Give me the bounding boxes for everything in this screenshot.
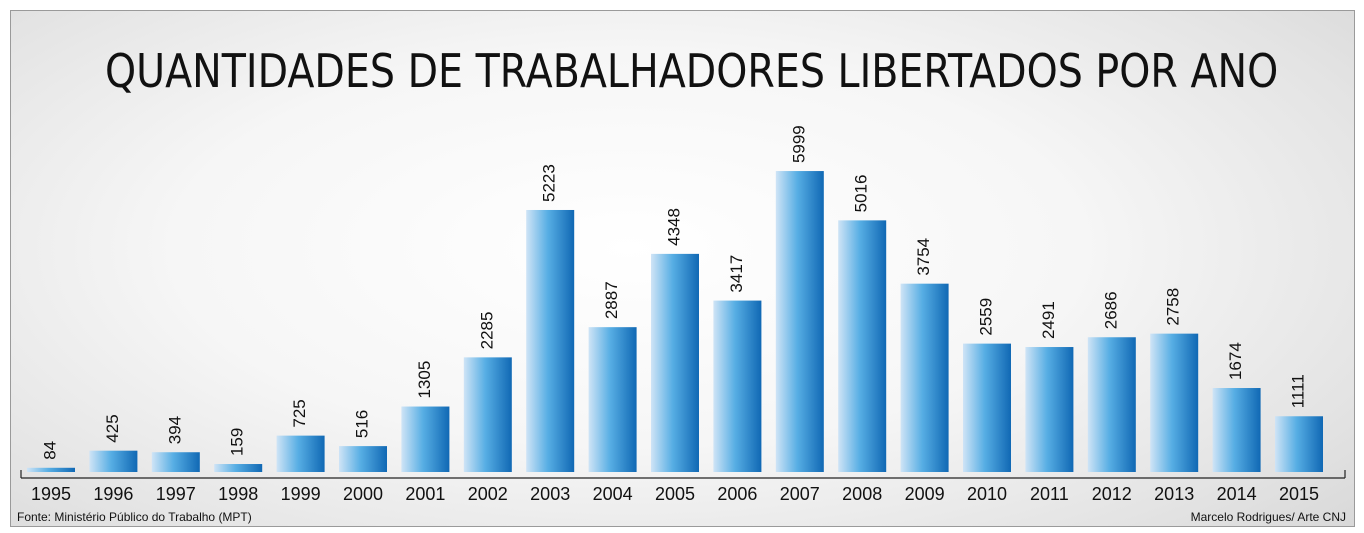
bar-2009 xyxy=(900,283,949,472)
x-tick-label: 2001 xyxy=(405,484,445,504)
bar-2006 xyxy=(713,300,762,472)
bar-1999 xyxy=(276,435,325,472)
source-note: Fonte: Ministério Público do Trabalho (M… xyxy=(17,510,252,524)
bar-value-label: 4348 xyxy=(664,208,683,246)
chart-title: QUANTIDADES DE TRABALHADORES LIBERTADOS … xyxy=(105,44,1279,98)
bar-value-label: 5999 xyxy=(789,125,808,163)
bar-2011 xyxy=(1025,347,1074,472)
x-tick-label: 1996 xyxy=(93,484,133,504)
x-tick-label: 2015 xyxy=(1279,484,1319,504)
x-tick-label: 2000 xyxy=(343,484,383,504)
bar-value-label: 2491 xyxy=(1039,301,1058,339)
x-tick-label: 2004 xyxy=(593,484,633,504)
bar-2014 xyxy=(1212,388,1261,472)
bar-value-label: 394 xyxy=(165,416,184,444)
x-tick-label: 2009 xyxy=(905,484,945,504)
bar-1998 xyxy=(214,464,263,472)
bar-2015 xyxy=(1275,416,1323,472)
bar-2008 xyxy=(838,220,887,472)
bar-value-label: 159 xyxy=(228,428,247,456)
x-tick-label: 2010 xyxy=(967,484,1007,504)
bar-2002 xyxy=(463,357,512,472)
bar-2005 xyxy=(651,253,699,472)
bar-value-label: 2559 xyxy=(976,298,995,336)
bar-value-label: 2285 xyxy=(477,312,496,350)
bar-value-label: 516 xyxy=(352,410,371,438)
bar-2000 xyxy=(339,446,387,472)
bar-value-label: 84 xyxy=(40,441,59,460)
x-tick-label: 2012 xyxy=(1092,484,1132,504)
x-tick-label: 2002 xyxy=(468,484,508,504)
chart-frame: QUANTIDADES DE TRABALHADORES LIBERTADOS … xyxy=(10,10,1355,527)
bar-value-label: 1674 xyxy=(1226,342,1245,380)
bar-1996 xyxy=(89,450,138,472)
bar-value-label: 1111 xyxy=(1288,374,1307,408)
bar-value-label: 725 xyxy=(290,399,309,427)
x-tick-label: 2008 xyxy=(842,484,882,504)
bar-value-label: 1305 xyxy=(415,361,434,399)
bar-2013 xyxy=(1150,333,1199,472)
x-tick-label: 1998 xyxy=(218,484,258,504)
bar-value-label: 3754 xyxy=(914,238,933,276)
x-tick-label: 1997 xyxy=(156,484,196,504)
bar-value-label: 2887 xyxy=(602,281,621,319)
bar-2004 xyxy=(588,327,637,472)
x-tick-label: 2007 xyxy=(780,484,820,504)
x-tick-label: 2013 xyxy=(1154,484,1194,504)
bar-value-label: 2686 xyxy=(1101,291,1120,329)
bar-value-label: 425 xyxy=(103,414,122,442)
bar-value-label: 5016 xyxy=(852,175,871,213)
bar-2001 xyxy=(401,406,450,472)
x-tick-label: 1995 xyxy=(31,484,71,504)
x-tick-label: 2005 xyxy=(655,484,695,504)
x-tick-label: 2014 xyxy=(1217,484,1257,504)
x-tick-label: 1999 xyxy=(281,484,321,504)
x-tick-label: 2006 xyxy=(717,484,757,504)
bar-1995 xyxy=(27,467,75,472)
x-tick-label: 2011 xyxy=(1030,484,1069,504)
x-tick-label: 2003 xyxy=(530,484,570,504)
bar-value-label: 5223 xyxy=(540,164,559,202)
bar-2007 xyxy=(775,171,824,472)
bar-2012 xyxy=(1087,337,1136,472)
credit-note: Marcelo Rodrigues/ Arte CNJ xyxy=(1190,510,1346,524)
bar-2010 xyxy=(963,343,1011,472)
bar-value-label: 2758 xyxy=(1164,288,1183,326)
bar-value-label: 3417 xyxy=(727,255,746,293)
bar-chart: 84 425 394 159 725 516 1305 2285 5223 2887 4348 341… xyxy=(20,125,1346,504)
bar-1997 xyxy=(151,452,200,472)
bar-2003 xyxy=(526,209,575,473)
